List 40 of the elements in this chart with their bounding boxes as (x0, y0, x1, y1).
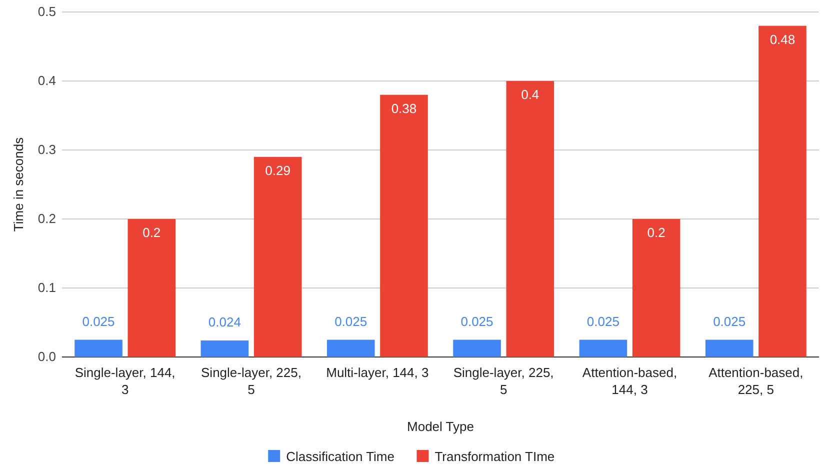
data-label: 0.2 (647, 225, 666, 240)
data-label: 0.025 (460, 314, 494, 329)
bar (254, 156, 302, 357)
data-label: 0.025 (586, 314, 620, 329)
y-tick-label: 0.4 (38, 73, 56, 88)
x-tick-label: Multi-layer, 144, 3 (326, 365, 429, 380)
legend-label: Classification Time (286, 449, 394, 464)
x-tick-label: Single-layer, 225, 5 (201, 365, 302, 397)
x-tick-label: Single-layer, 144, 3 (74, 365, 176, 397)
data-label: 0.2 (142, 225, 161, 240)
bar (74, 340, 122, 357)
data-label: 0.024 (208, 314, 241, 330)
bar (326, 340, 375, 357)
legend-label: Transformation TIme (434, 449, 555, 464)
bar (579, 340, 628, 357)
bar (705, 340, 754, 357)
bar (128, 219, 176, 357)
data-label: 0.48 (770, 32, 796, 47)
y-axis-title: Time in seconds (11, 136, 26, 232)
y-tick-label: 0.3 (38, 142, 56, 157)
x-axis-title: Model Type (407, 419, 474, 434)
data-label: 0.4 (521, 87, 540, 102)
bar (453, 340, 501, 357)
bar (506, 81, 554, 357)
x-tick-label: Attention-based, 225, 5 (708, 365, 804, 397)
bar (758, 26, 806, 357)
data-label: 0.025 (334, 314, 368, 329)
data-label: 0.38 (391, 100, 417, 116)
bar (380, 94, 428, 357)
y-tick-label: 0.1 (38, 280, 56, 295)
bar (200, 340, 249, 357)
x-tick-label: Attention-based, 144, 3 (582, 365, 678, 397)
data-label: 0.025 (713, 314, 746, 329)
data-label: 0.29 (265, 162, 290, 178)
y-tick-label: 0.5 (38, 4, 56, 19)
bar (632, 219, 680, 357)
data-label: 0.025 (82, 314, 115, 329)
y-tick-label: 0.2 (38, 211, 56, 226)
y-tick-label: 0.0 (38, 349, 56, 364)
x-tick-label: Single-layer, 225, 5 (453, 365, 554, 397)
